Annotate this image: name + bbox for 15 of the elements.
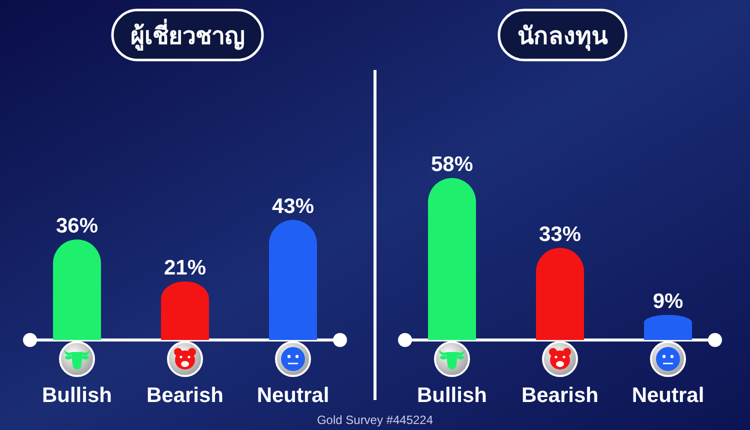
x-tick-label: Bearish — [146, 384, 224, 407]
text: Gold Survey #445224 — [316, 413, 434, 427]
chart-title: ผู้เชี่ยวชาญ — [130, 18, 244, 51]
data-label: 36% — [56, 214, 98, 238]
x-tick-label: Neutral — [256, 384, 330, 407]
x-tick-label: Bullish — [42, 384, 112, 407]
x-tick-label: Bearish — [521, 384, 599, 407]
data-label: 58% — [430, 153, 474, 176]
x-tick-label: Neutral — [632, 384, 704, 407]
chart-title: นักลงทุน — [518, 23, 608, 52]
data-label: 33% — [538, 222, 582, 246]
x-tick-label: Bullish — [416, 384, 488, 407]
data-label: 43% — [272, 194, 314, 218]
data-label: 9% — [652, 290, 684, 313]
data-label: 21% — [164, 256, 206, 280]
